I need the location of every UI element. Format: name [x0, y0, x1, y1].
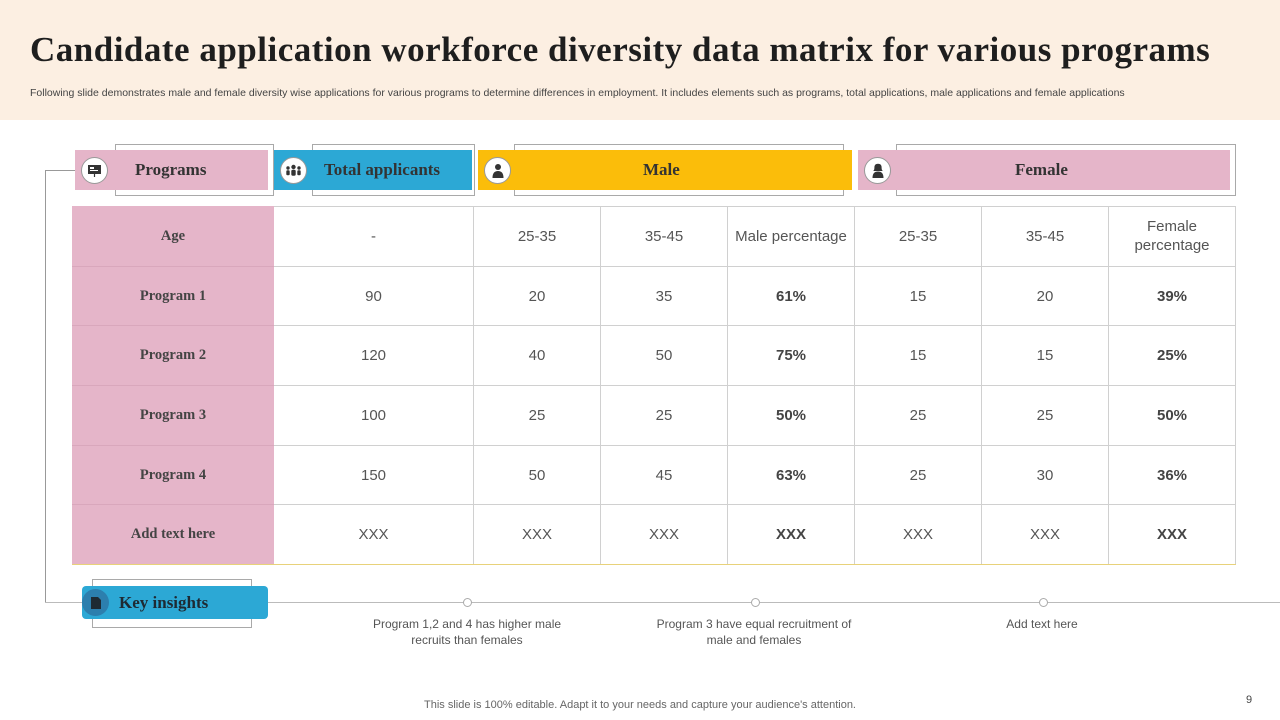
page-title: Candidate application workforce diversit… [30, 30, 1211, 69]
table-cell: 35-45 [981, 206, 1109, 267]
presentation-board-icon [81, 157, 108, 184]
connector-line [45, 170, 46, 603]
connector-line [45, 170, 75, 171]
table-cell: - [273, 206, 474, 267]
table-cell: 50 [473, 444, 601, 506]
table-cell: XXX [981, 504, 1109, 566]
table-cell: 15 [854, 325, 982, 387]
diversity-data-table: Age - 25-35 35-45 Male percentage 25-35 … [72, 206, 1236, 566]
table-cell: 100 [273, 385, 474, 446]
table-cell: 25% [1108, 325, 1236, 387]
table-row: Program 2 120 40 50 75% 15 15 25% [72, 325, 1236, 387]
table-cell: 25 [854, 385, 982, 446]
table-cell: 35-45 [600, 206, 728, 267]
table-cell: 150 [273, 444, 474, 506]
key-insights-heading: Key insights [82, 586, 268, 619]
tab-fill [274, 150, 472, 190]
tab-fill [858, 150, 1230, 190]
table-cell: 75% [727, 325, 855, 387]
table-row: Program 4 150 50 45 63% 25 30 36% [72, 444, 1236, 506]
table-cell: 50% [1108, 385, 1236, 446]
table-cell: 30 [981, 444, 1109, 506]
table-cell: 50 [600, 325, 728, 387]
table-cell: 120 [273, 325, 474, 387]
table-cell: 25 [854, 444, 982, 506]
tab-fill [478, 150, 852, 190]
table-cell: 45 [600, 444, 728, 506]
row-header: Age [72, 206, 274, 267]
header-band [0, 0, 1280, 120]
timeline-dot [751, 598, 760, 607]
page-number: 9 [1246, 694, 1253, 706]
table-cell: 39% [1108, 265, 1236, 327]
footer-note: This slide is 100% editable. Adapt it to… [424, 699, 856, 711]
female-person-icon [864, 157, 891, 184]
page-subtitle: Following slide demonstrates male and fe… [30, 87, 1125, 99]
table-row: Age - 25-35 35-45 Male percentage 25-35 … [72, 206, 1236, 267]
table-cell: 25-35 [473, 206, 601, 267]
tab-label: Female [1015, 160, 1068, 179]
document-icon [82, 589, 109, 616]
table-cell: 90 [273, 265, 474, 327]
table-cell: 25 [600, 385, 728, 446]
row-header: Program 3 [72, 385, 274, 446]
tab-female: Female [858, 144, 1236, 196]
table-cell: 25 [473, 385, 601, 446]
table-cell: 63% [727, 444, 855, 506]
group-people-icon [280, 157, 307, 184]
table-cell: XXX [854, 504, 982, 566]
tab-label: Total applicants [324, 160, 441, 179]
table-cell: 50% [727, 385, 855, 446]
table-cell: 36% [1108, 444, 1236, 506]
tab-label: Male [643, 160, 680, 179]
table-cell: Male percentage [727, 206, 855, 267]
tab-total-applicants: Total applicants [274, 144, 475, 196]
table-cell: XXX [727, 504, 855, 566]
table-row: Program 1 90 20 35 61% 15 20 39% [72, 265, 1236, 327]
insight-text: Program 1,2 and 4 has higher male recrui… [372, 617, 562, 647]
row-header: Program 1 [72, 265, 274, 327]
insight-text: Add text here [1006, 617, 1078, 631]
table-cell: Female percentage [1108, 206, 1236, 267]
table-cell: 20 [473, 265, 601, 327]
table-cell: 25-35 [854, 206, 982, 267]
table-cell: 61% [727, 265, 855, 327]
row-header: Add text here [72, 504, 274, 566]
table-cell: 25 [981, 385, 1109, 446]
insight-text: Program 3 have equal recruitment of male… [656, 617, 852, 647]
table-cell: 35 [600, 265, 728, 327]
table-cell: 20 [981, 265, 1109, 327]
tab-male: Male [478, 144, 852, 196]
row-header: Program 2 [72, 325, 274, 387]
table-cell: XXX [600, 504, 728, 566]
table-row: Add text here XXX XXX XXX XXX XXX XXX XX… [72, 504, 1236, 566]
row-header: Program 4 [72, 444, 274, 506]
table-cell: XXX [273, 504, 474, 566]
table-cell: 40 [473, 325, 601, 387]
tab-label: Programs [135, 160, 207, 179]
table-cell: XXX [473, 504, 601, 566]
table-row: Program 3 100 25 25 50% 25 25 50% [72, 385, 1236, 446]
timeline-dot [463, 598, 472, 607]
key-insights-label: Key insights [119, 592, 209, 612]
table-cell: 15 [854, 265, 982, 327]
connector-line [45, 602, 1280, 603]
male-person-icon [484, 157, 511, 184]
table-cell: XXX [1108, 504, 1236, 566]
table-cell: 15 [981, 325, 1109, 387]
timeline-dot [1039, 598, 1048, 607]
tab-programs: Programs [75, 144, 274, 196]
